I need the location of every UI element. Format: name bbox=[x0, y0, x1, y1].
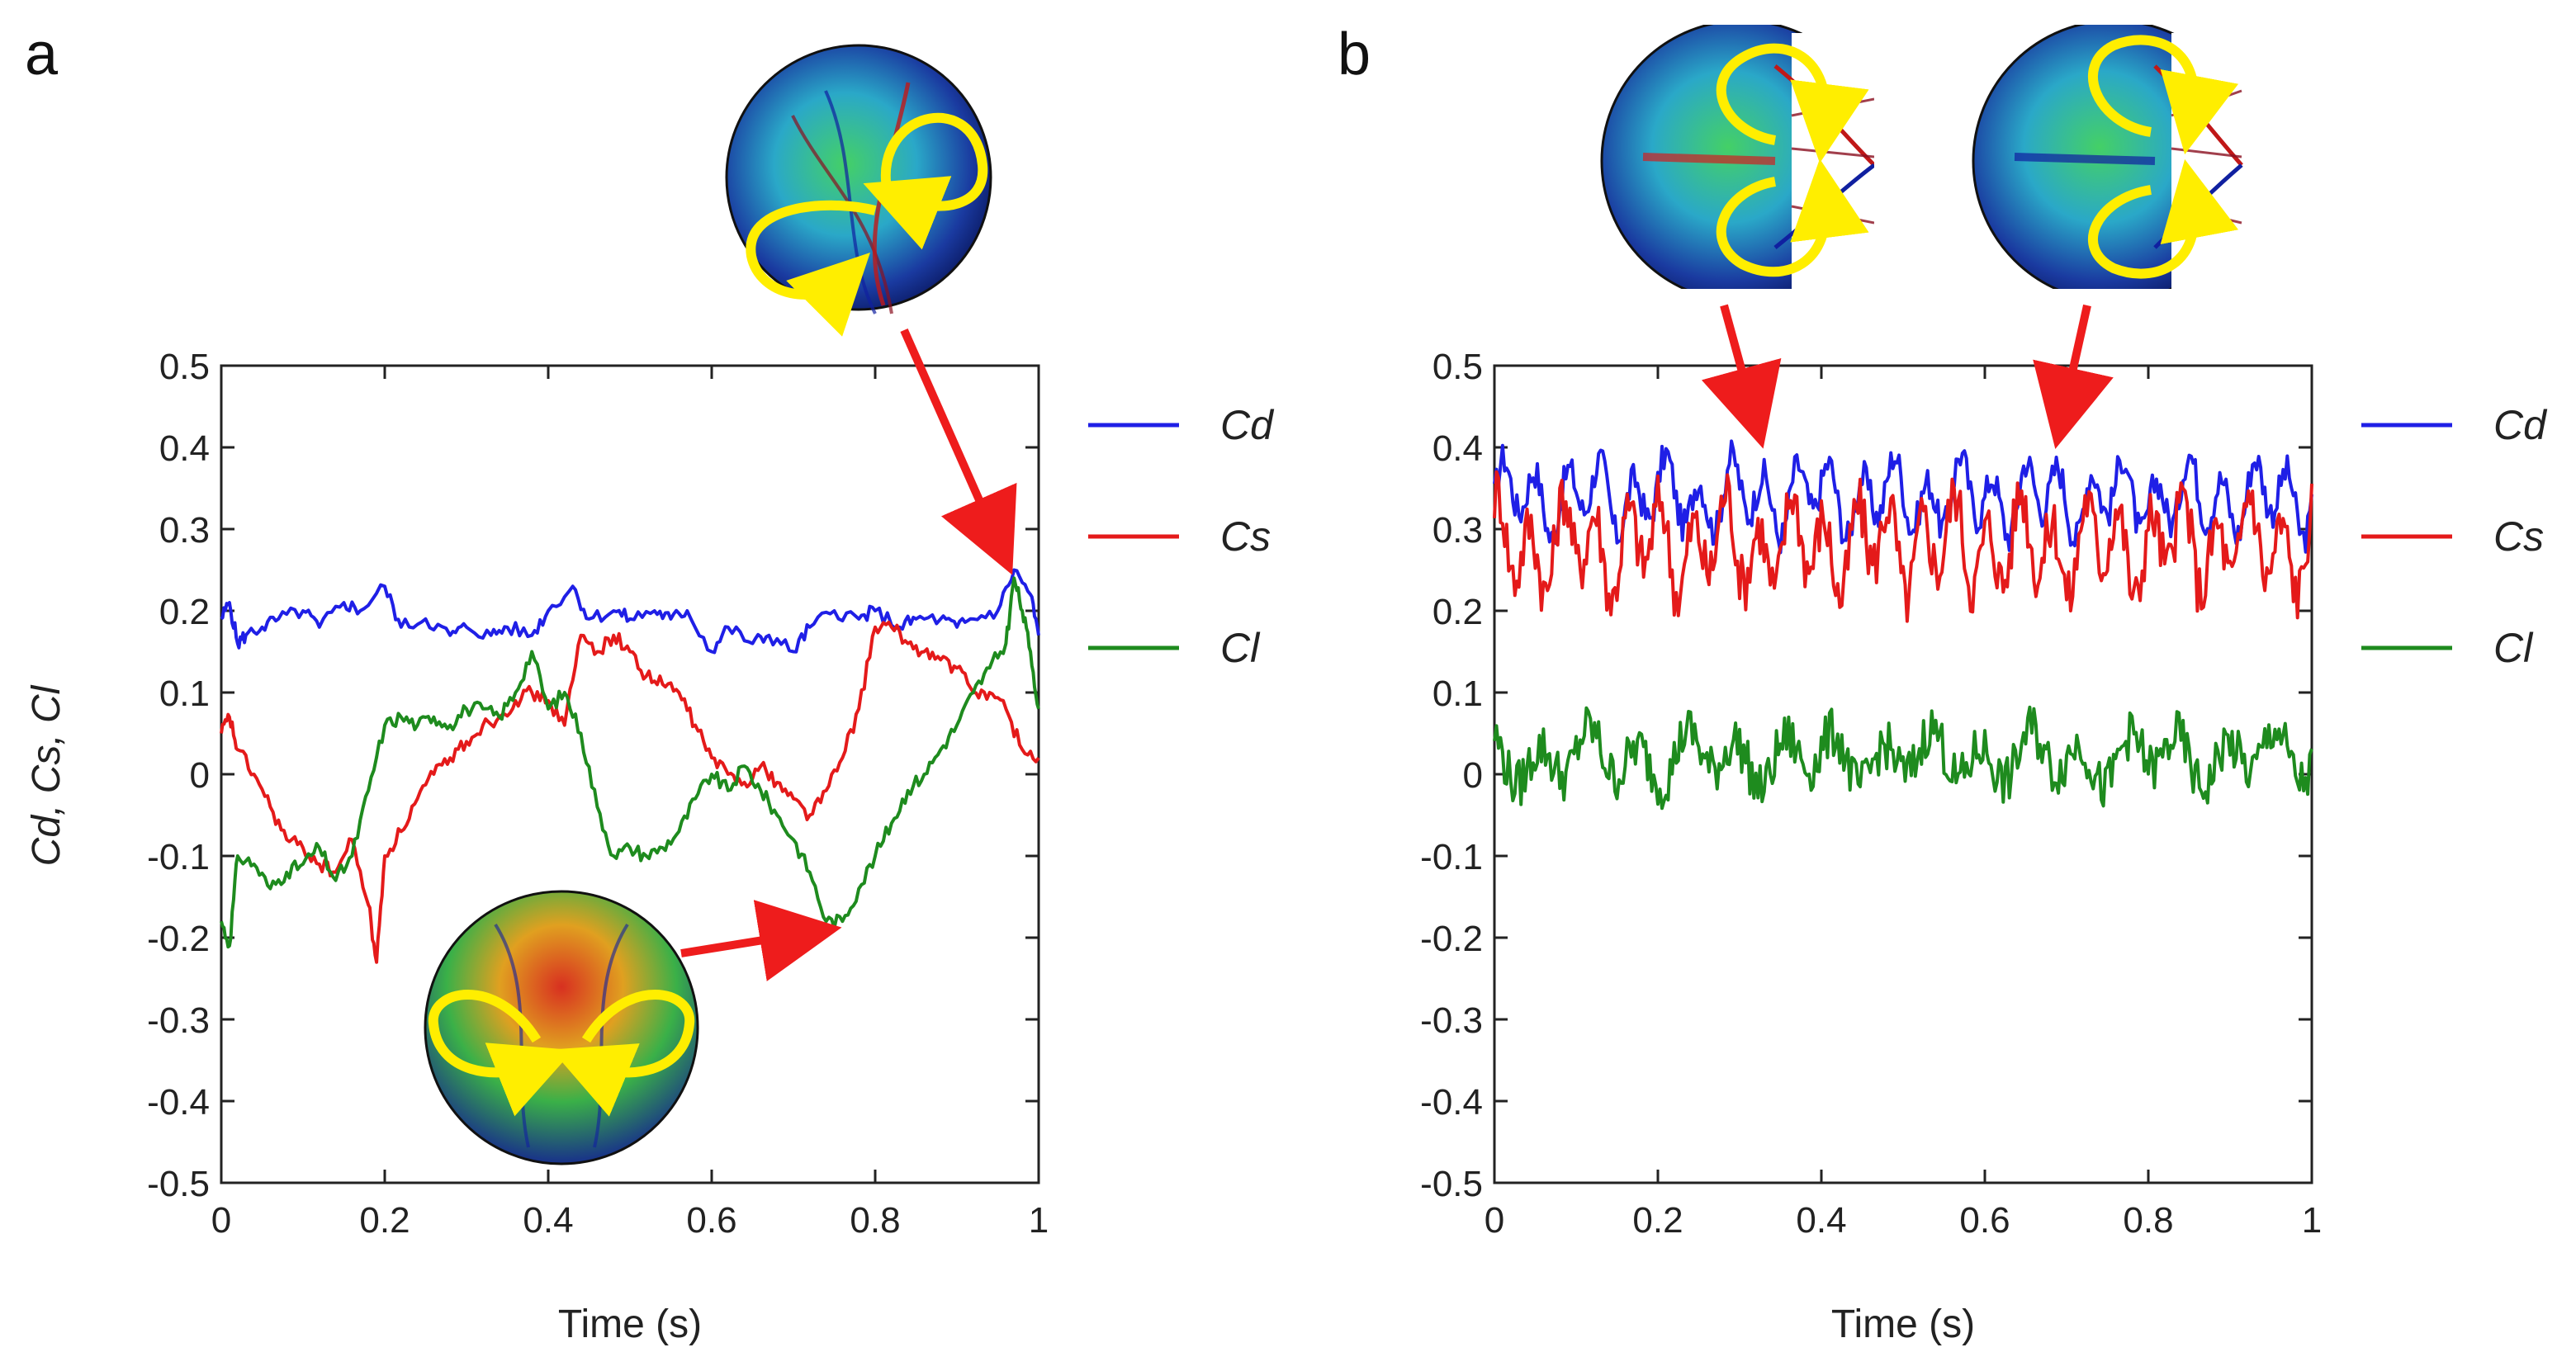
y-tick-label: 0.2 bbox=[1432, 592, 1483, 632]
y-tick-label: 0.4 bbox=[1432, 428, 1483, 469]
legend-label-cs: Cs bbox=[1220, 513, 1271, 560]
panel-a-y-axis: 0.5 0.4 0.3 0.2 0.1 0 -0.1 -0.2 -0.3 -0.4 -0.5 bbox=[147, 347, 1039, 1204]
panel-a-series-lines bbox=[220, 568, 1040, 964]
panel-a: a 0.5 0.4 0.3 0.2 0.1 0 -0.1 -0.2 -0.3 -0.4 -0.5 0… bbox=[25, 21, 1275, 1346]
x-tick-label: 1 bbox=[1029, 1200, 1049, 1241]
legend-label-cl: Cl bbox=[1220, 625, 1261, 671]
y-tick-label: -0.1 bbox=[147, 837, 210, 877]
y-tick-label: -0.2 bbox=[147, 919, 210, 959]
y-tick-label: 0 bbox=[190, 755, 210, 796]
panel-b-arrow-2 bbox=[2033, 304, 2114, 450]
panel-a-y-axis-label: Cd, Cs, Cl bbox=[25, 684, 69, 866]
series-line-cs bbox=[1493, 470, 2313, 623]
panel-a-inset-bottom bbox=[424, 890, 699, 1165]
y-tick-label: -0.3 bbox=[147, 1000, 210, 1041]
y-tick-label: -0.3 bbox=[1420, 1000, 1483, 1041]
y-tick-label: 0.3 bbox=[159, 510, 210, 551]
y-tick-label: -0.5 bbox=[147, 1164, 210, 1204]
legend-label-cl: Cl bbox=[2493, 625, 2534, 671]
legend-label-cd: Cd bbox=[2493, 402, 2548, 448]
y-tick-label: -0.4 bbox=[1420, 1082, 1483, 1123]
y-tick-label: 0.1 bbox=[159, 674, 210, 714]
x-tick-label: 1 bbox=[2302, 1200, 2322, 1241]
x-tick-label: 0.8 bbox=[850, 1200, 900, 1241]
x-tick-label: 0 bbox=[1485, 1200, 1504, 1241]
x-tick-label: 0 bbox=[211, 1200, 231, 1241]
panel-b-inset-2 bbox=[1972, 25, 2246, 289]
y-tick-label: -0.2 bbox=[1420, 919, 1483, 959]
series-line-cs bbox=[220, 620, 1040, 964]
y-tick-label: 0.5 bbox=[1432, 347, 1483, 387]
series-line-cl bbox=[1493, 705, 2313, 811]
legend-label-cd: Cd bbox=[1220, 402, 1275, 448]
x-tick-label: 0.4 bbox=[1796, 1200, 1846, 1241]
panel-b-inset-1 bbox=[1600, 25, 1874, 289]
panel-a-arrow-bottom bbox=[680, 900, 842, 981]
y-tick-label: -0.4 bbox=[147, 1082, 210, 1123]
y-tick-label: 0.5 bbox=[159, 347, 210, 387]
panel-a-arrow-top bbox=[900, 328, 1017, 575]
panel-b-x-axis: 0 0.2 0.4 0.6 0.8 1 bbox=[1485, 366, 2322, 1241]
panel-b-arrow-1 bbox=[1701, 304, 1782, 449]
y-tick-label: -0.1 bbox=[1420, 837, 1483, 877]
panel-a-legend: Cd Cs Cl bbox=[1088, 402, 1275, 671]
y-tick-label: 0.1 bbox=[1432, 674, 1483, 714]
panel-b-series-lines bbox=[1493, 439, 2313, 811]
series-line-cd bbox=[220, 568, 1040, 655]
x-tick-label: 0.2 bbox=[1632, 1200, 1683, 1241]
y-tick-label: 0.4 bbox=[159, 428, 210, 469]
x-tick-label: 0.4 bbox=[523, 1200, 573, 1241]
x-tick-label: 0.6 bbox=[686, 1200, 736, 1241]
x-tick-label: 0.2 bbox=[359, 1200, 410, 1241]
panel-a-x-axis: 0 0.2 0.4 0.6 0.8 1 bbox=[211, 366, 1049, 1241]
panel-b: b 0.5 0.4 0.3 0.2 0.1 0 -0.1 -0.2 -0.3 -0.4 -0.5 0… bbox=[1338, 21, 2548, 1346]
y-tick-label: 0 bbox=[1463, 755, 1483, 796]
panel-b-label: b bbox=[1338, 21, 1371, 87]
panel-b-legend: Cd Cs Cl bbox=[2361, 402, 2548, 671]
panel-a-x-axis-label: Time (s) bbox=[558, 1302, 702, 1346]
panel-a-label: a bbox=[25, 21, 59, 87]
x-tick-label: 0.6 bbox=[1959, 1200, 2010, 1241]
y-tick-label: -0.5 bbox=[1420, 1164, 1483, 1204]
panel-b-y-axis: 0.5 0.4 0.3 0.2 0.1 0 -0.1 -0.2 -0.3 -0.4 -0.5 bbox=[1420, 347, 2312, 1204]
series-line-cl bbox=[220, 576, 1040, 949]
y-tick-label: 0.3 bbox=[1432, 510, 1483, 551]
panel-a-inset-top bbox=[725, 44, 992, 337]
y-tick-label: 0.2 bbox=[159, 592, 210, 632]
x-tick-label: 0.8 bbox=[2123, 1200, 2173, 1241]
panel-b-x-axis-label: Time (s) bbox=[1831, 1302, 1975, 1346]
legend-label-cs: Cs bbox=[2493, 513, 2544, 560]
